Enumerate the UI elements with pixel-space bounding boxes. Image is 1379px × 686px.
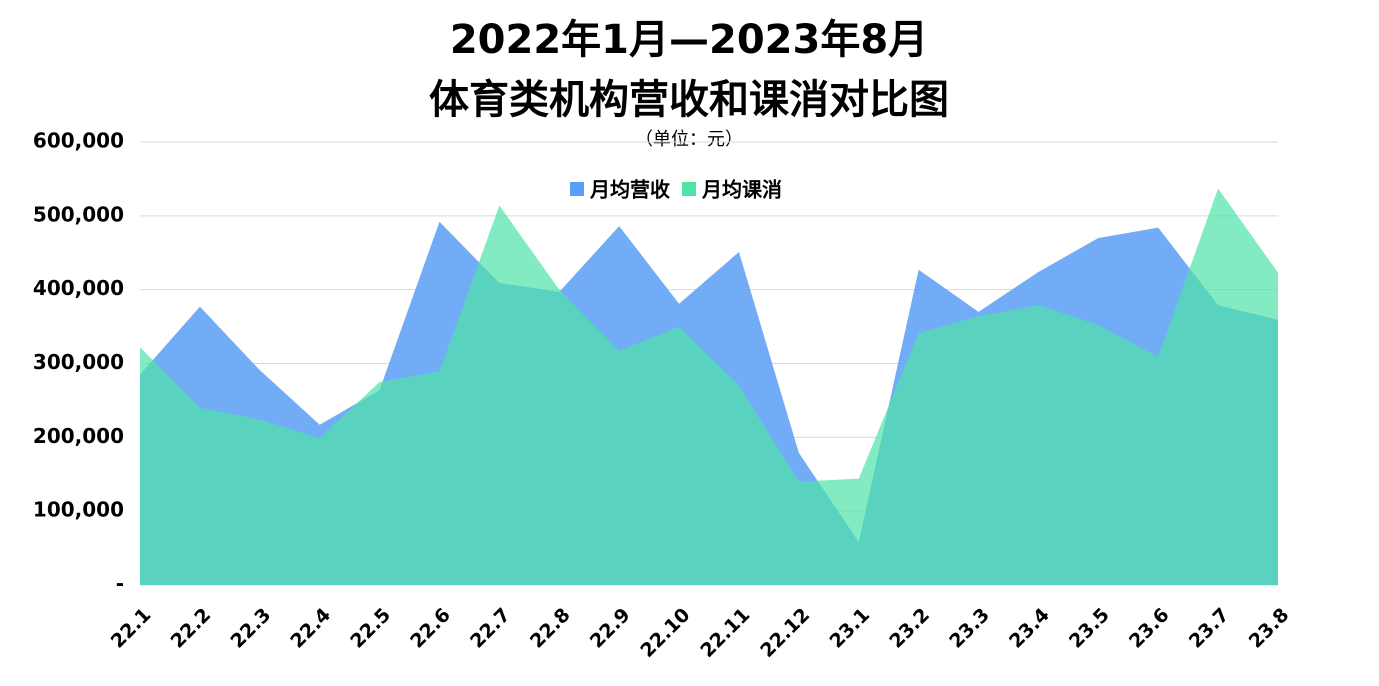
- area: [140, 188, 1278, 585]
- x-tick-label: 22.5: [346, 604, 395, 653]
- x-tick-label: 22.6: [406, 604, 455, 653]
- x-tick-label: 22.1: [107, 604, 156, 653]
- y-tick-label: -: [116, 572, 124, 596]
- x-tick-label: 22.10: [636, 604, 694, 662]
- x-tick-label: 22.11: [696, 604, 754, 662]
- y-tick-label: 400,000: [33, 276, 124, 300]
- x-tick-label: 22.3: [227, 604, 276, 653]
- legend-swatch: [682, 182, 696, 196]
- x-tick-label: 23.5: [1065, 604, 1114, 653]
- x-tick-label: 23.1: [825, 604, 874, 653]
- y-tick-label: 600,000: [33, 129, 124, 153]
- chart-subtitle: （单位：元）: [635, 129, 743, 150]
- x-tick-label: 23.8: [1245, 604, 1294, 653]
- x-tick-label: 22.4: [286, 604, 335, 653]
- x-tick-label: 23.7: [1185, 604, 1234, 653]
- x-tick-label: 22.8: [526, 604, 575, 653]
- chart-title: 2022年1月—2023年8月: [450, 17, 928, 63]
- x-tick-label: 23.3: [945, 604, 994, 653]
- x-tick-label: 23.2: [885, 604, 934, 653]
- chart-title: 体育类机构营收和课消对比图: [429, 77, 949, 123]
- x-tick-label: 23.6: [1125, 604, 1174, 653]
- legend-label: 月均营收: [589, 178, 670, 202]
- legend-swatch: [570, 182, 584, 196]
- legend-label: 月均课消: [701, 178, 782, 202]
- y-tick-label: 100,000: [33, 498, 124, 522]
- x-tick-label: 23.4: [1005, 604, 1054, 653]
- y-tick-label: 300,000: [33, 350, 124, 374]
- x-tick-label: 22.7: [466, 604, 515, 653]
- x-tick-label: 22.9: [586, 604, 635, 653]
- y-tick-label: 200,000: [33, 424, 124, 448]
- x-tick-label: 22.12: [756, 604, 814, 662]
- x-tick-label: 22.2: [167, 604, 216, 653]
- y-tick-label: 500,000: [33, 202, 124, 226]
